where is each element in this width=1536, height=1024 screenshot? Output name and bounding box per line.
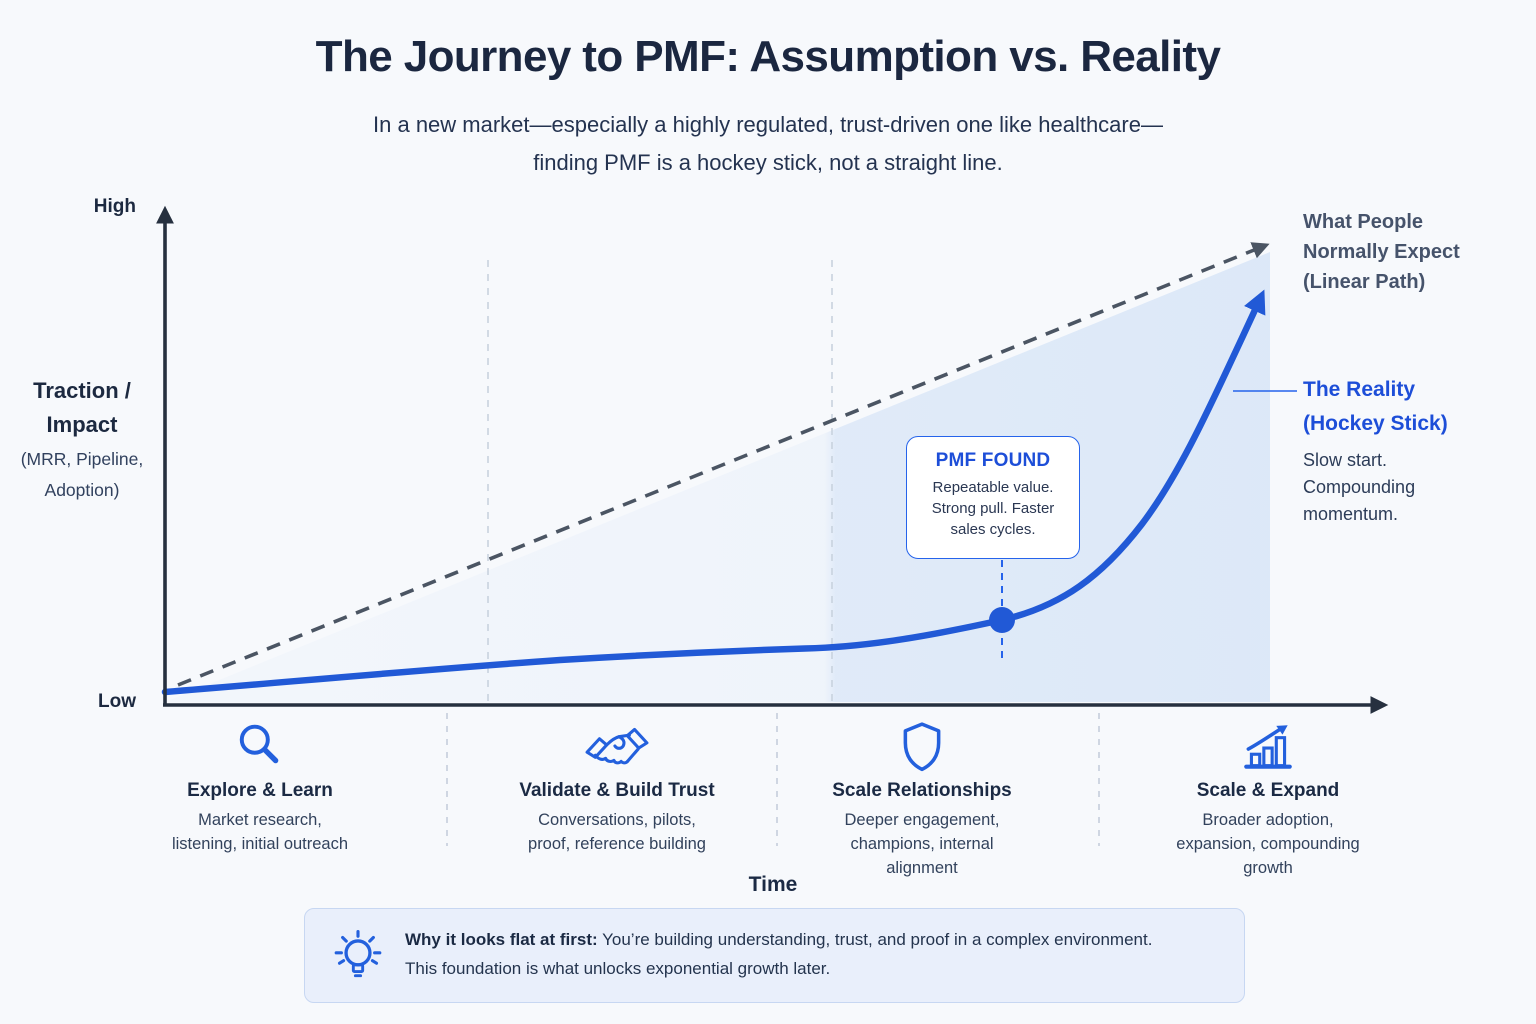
phase-title: Explore & Learn <box>187 780 333 801</box>
page-title: The Journey to PMF: Assumption vs. Reali… <box>315 32 1221 81</box>
phase-title: Scale Relationships <box>832 780 1012 801</box>
lightbulb-icon <box>333 930 383 989</box>
note-text: Why it looks flat at first: You’re build… <box>405 926 1225 983</box>
hockey-stick-curve <box>161 289 1266 696</box>
pmf-callout-body: Repeatable value. Strong pull. Faster sa… <box>931 479 1055 538</box>
handshake-icon <box>487 720 747 774</box>
phase-description: Market research, listening, initial outr… <box>171 811 349 853</box>
phase-title: Validate & Build Trust <box>519 780 715 801</box>
reality-label: The Reality (Hockey Stick) <box>1303 378 1448 435</box>
why-flat-note: Why it looks flat at first: You’re build… <box>304 908 1245 1003</box>
y-axis-title-line-1: Traction / <box>33 378 131 403</box>
shield-icon <box>802 720 1042 774</box>
pmf-callout-title: PMF FOUND <box>935 450 1051 471</box>
y-axis-subtitle-line-1: (MRR, Pipeline, <box>20 449 144 469</box>
linear-expectation-line <box>177 242 1270 687</box>
page-subtitle: In a new market—especially a highly regu… <box>0 106 1536 182</box>
phase-description: Broader adoption, expansion, compounding… <box>1176 811 1360 877</box>
note-line-1: You’re building understanding, trust, an… <box>597 930 1153 949</box>
y-axis-subtitle-line-2: Adoption) <box>44 480 120 500</box>
reality-description: Slow start. Compounding momentum. <box>1303 450 1416 524</box>
phase-scale-relationships: Scale Relationships Deeper engagement, c… <box>802 720 1042 880</box>
y-axis-title-line-2: Impact <box>46 412 118 437</box>
phase-title: Scale & Expand <box>1196 780 1340 801</box>
magnifier-icon <box>140 720 380 774</box>
note-line-2: This foundation is what unlocks exponent… <box>405 958 831 978</box>
pmf-point <box>989 607 1015 633</box>
subtitle-line-1: In a new market—especially a highly regu… <box>373 112 1163 137</box>
y-axis-high-label: High <box>93 196 136 217</box>
y-axis-low-label: Low <box>98 691 136 712</box>
phase-explore-learn: Explore & Learn Market research, listeni… <box>140 720 380 856</box>
subtitle-line-2: finding PMF is a hockey stick, not a str… <box>533 150 1003 175</box>
x-axis-title: Time <box>748 873 798 896</box>
phase-validate-build-trust: Validate & Build Trust Conversations, pi… <box>487 720 747 856</box>
pmf-found-callout: PMF FOUND Repeatable value. Strong pull.… <box>906 436 1080 559</box>
expectation-area-fill <box>170 252 1270 702</box>
phase-description: Conversations, pilots, proof, reference … <box>528 811 706 853</box>
y-axis-title: Traction / Impact (MRR, Pipeline, Adopti… <box>4 374 160 504</box>
linear-path-label: What People Normally Expect (Linear Path… <box>1303 211 1460 293</box>
phase-description: Deeper engagement, champions, internal a… <box>844 811 1000 877</box>
growth-chart-icon <box>1148 720 1388 774</box>
phase-scale-expand: Scale & Expand Broader adoption, expansi… <box>1148 720 1388 880</box>
note-bold-lead: Why it looks flat at first: <box>405 930 598 949</box>
